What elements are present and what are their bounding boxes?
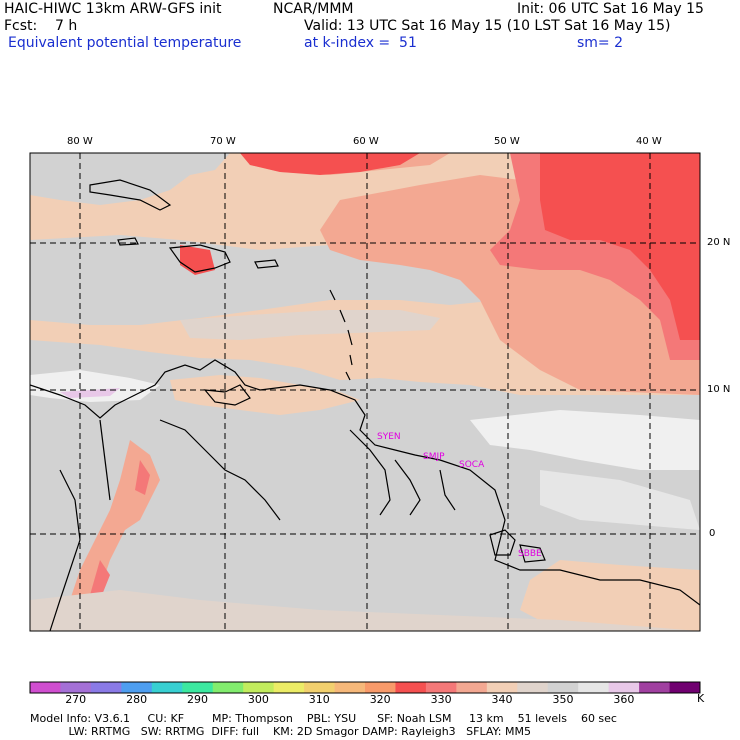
colorbar-swatch (365, 682, 396, 693)
colorbar-swatch (486, 682, 518, 693)
station-label: SBBE (518, 549, 542, 559)
lon-label: 80 W (67, 136, 93, 147)
init-time: Init: 06 UTC Sat 16 May 15 (517, 1, 704, 17)
lon-label: 50 W (494, 136, 520, 147)
colorbar-tick-label: 350 (552, 693, 574, 706)
colorbar-swatch (395, 682, 427, 693)
colorbar-swatch (243, 682, 275, 693)
model-info-line1: Model Info: V3.6.1 CU: KF MP: Thompson P… (30, 712, 617, 725)
colorbar-tick-label: 290 (187, 693, 208, 706)
colorbar-tick-label: 270 (65, 693, 87, 706)
lon-label: 40 W (636, 136, 662, 147)
colorbar-swatch (273, 682, 305, 693)
colorbar-swatch (60, 682, 92, 693)
forecast-hour: Fcst: 7 h (4, 18, 78, 34)
lat-label: 0 (709, 528, 716, 539)
colorbar-tick-label: 300 (247, 693, 269, 706)
colorbar-tick-label: 330 (430, 693, 452, 706)
lon-label: 60 W (353, 136, 379, 147)
colorbar-frame (29, 681, 701, 694)
lat-label: 20 N (707, 237, 731, 248)
colorbar-tick-label: 280 (126, 693, 148, 706)
model-info-line2: LW: RRTMG SW: RRTMG DIFF: full KM: 2D Sm… (30, 725, 531, 738)
colorbar (29, 681, 701, 694)
colorbar-swatch (425, 682, 457, 693)
colorbar-tick-label: 320 (369, 693, 391, 706)
colorbar-tick-label: 340 (491, 693, 513, 706)
smoothing-label: sm= 2 (577, 35, 624, 51)
colorbar-unit: K (697, 692, 705, 705)
colorbar-swatch (182, 682, 214, 693)
station-label: SMJP (423, 452, 445, 462)
colorbar-swatch (669, 682, 701, 693)
field-name: Equivalent potential temperature (8, 35, 242, 51)
model-title: HAIC-HIWC 13km ARW-GFS init (4, 1, 222, 17)
colorbar-tick-label: 310 (308, 693, 330, 706)
lon-label: 70 W (210, 136, 236, 147)
colorbar-swatch (334, 682, 366, 693)
colorbar-swatch (121, 682, 153, 693)
colorbar-swatch (90, 682, 122, 693)
colorbar-swatch (608, 682, 640, 693)
colorbar-swatch (456, 682, 488, 693)
colorbar-swatch (304, 682, 335, 693)
colorbar-swatch (639, 682, 670, 693)
colorbar-swatch (212, 682, 244, 693)
station-label: SOCA (459, 460, 485, 470)
colorbar-swatch (578, 682, 610, 693)
level-label: at k-index = 51 (304, 35, 417, 51)
colorbar-tick-label: 360 (613, 693, 635, 706)
colorbar-swatch (547, 682, 579, 693)
lat-label: 10 N (707, 384, 731, 395)
station-label: SYEN (377, 432, 401, 442)
colorbar-swatch (517, 682, 549, 693)
colorbar-swatch (151, 682, 183, 693)
center-label: NCAR/MMM (273, 1, 354, 17)
valid-time: Valid: 13 UTC Sat 16 May 15 (10 LST Sat … (304, 18, 671, 34)
colorbar-swatch (30, 682, 61, 693)
